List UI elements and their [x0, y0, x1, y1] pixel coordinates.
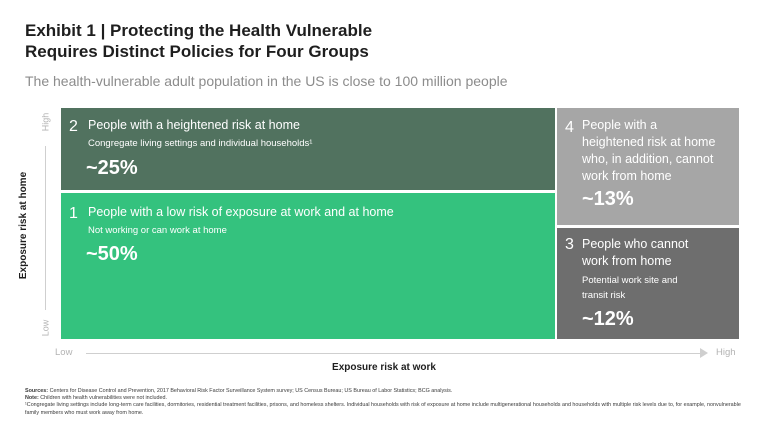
group-2-number: 2 [69, 118, 78, 135]
x-axis-line [86, 353, 706, 354]
group-1-share: ~50% [86, 243, 138, 265]
group-1-number: 1 [69, 205, 78, 222]
group-3-title-line: People who cannot [582, 237, 689, 251]
sources-line: Sources: Centers for Disease Control and… [25, 388, 453, 394]
group-4-share: ~13% [582, 188, 634, 210]
group-4-title-line: heightened risk at home [582, 135, 716, 149]
footnote: ¹Congregate living settings include long… [25, 402, 741, 416]
x-axis-label: Exposure risk at work [332, 362, 436, 373]
group-2-title: People with a heightened risk at home [88, 118, 300, 132]
title-line-1: Exhibit 1 | Protecting the Health Vulner… [25, 21, 373, 40]
group-4-number: 4 [565, 119, 574, 136]
group-4-title: People with a heightened risk at home wh… [582, 117, 737, 185]
group-3-detail-line: Potential work site and [582, 275, 678, 286]
y-axis-label: Exposure risk at home [18, 171, 30, 279]
y-axis-high-label: High [40, 112, 51, 132]
group-2-box: 2 People with a heightened risk at home … [61, 108, 555, 190]
group-3-detail-line: transit risk [582, 290, 626, 301]
group-2-detail: Congregate living settings and individua… [88, 138, 313, 149]
title-line-2: Requires Distinct Policies for Four Grou… [25, 42, 369, 61]
y-axis-line [45, 146, 46, 310]
group-1-box: 1 People with a low risk of exposure at … [61, 193, 555, 339]
y-axis-low-label: Low [40, 319, 51, 337]
group-4-title-line: work from home [582, 169, 672, 183]
group-4-box: 4 People with a heightened risk at home … [557, 108, 739, 225]
note-line: Note: Children with health vulnerabiliti… [25, 395, 168, 402]
group-3-box: 3 People who cannot work from home Poten… [557, 228, 739, 339]
group-3-number: 3 [565, 236, 574, 253]
x-axis-arrow-icon [700, 348, 708, 358]
group-2-share: ~25% [86, 157, 138, 179]
group-3-detail: Potential work site and transit risk [582, 273, 737, 303]
group-1-title: People with a low risk of exposure at wo… [88, 205, 394, 219]
sources-footer: Sources: Centers for Disease Control and… [25, 388, 745, 417]
x-axis-low-label: Low [55, 347, 73, 358]
group-3-title: People who cannot work from home [582, 236, 737, 270]
exhibit-subtitle: The health-vulnerable adult population i… [25, 73, 508, 89]
group-3-share: ~12% [582, 308, 634, 330]
group-4-title-line: who, in addition, cannot [582, 152, 714, 166]
group-1-detail: Not working or can work at home [88, 225, 227, 236]
x-axis-high-label: High [716, 347, 736, 358]
exhibit-title: Exhibit 1 | Protecting the Health Vulner… [25, 20, 585, 62]
group-3-title-line: work from home [582, 254, 672, 268]
group-4-title-line: People with a [582, 118, 658, 132]
